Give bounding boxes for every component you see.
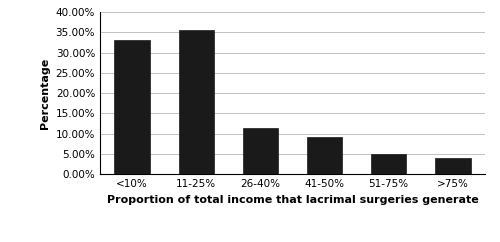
Bar: [114, 40, 150, 174]
Bar: [436, 158, 470, 174]
Y-axis label: Percentage: Percentage: [40, 58, 50, 129]
X-axis label: Proportion of total income that lacrimal surgeries generate: Proportion of total income that lacrimal…: [106, 195, 478, 205]
Bar: [243, 129, 278, 174]
Bar: [178, 30, 214, 174]
Bar: [307, 137, 342, 174]
Bar: [371, 154, 406, 174]
